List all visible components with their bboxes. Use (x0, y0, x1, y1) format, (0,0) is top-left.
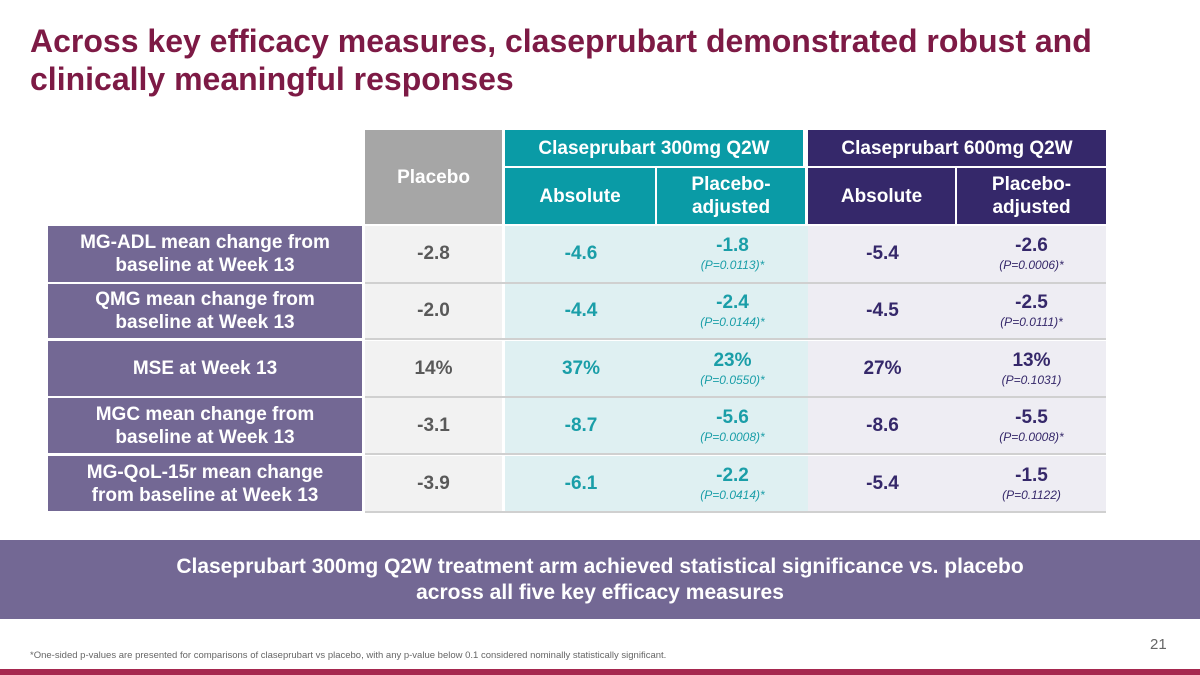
value: -2.6 (1015, 235, 1048, 256)
value: -5.4 (866, 243, 899, 264)
row-header: MGC mean change from baseline at Week 13 (48, 398, 362, 453)
600mg-adjusted: -2.5 (P=0.0111)* (957, 284, 1106, 338)
300mg-absolute: -8.7 (505, 398, 657, 453)
600mg-adjusted: 13% (P=0.1031) (957, 341, 1106, 396)
row-label: MGC mean change from baseline at Week 13 (95, 403, 315, 448)
row-divider (365, 338, 1106, 340)
300mg-absolute: -4.4 (505, 284, 657, 338)
header-label: Placebo-adjusted (991, 174, 1072, 218)
value: -2.8 (417, 243, 450, 264)
600mg-absolute: -8.6 (808, 398, 957, 453)
300mg-absolute: -4.6 (505, 226, 657, 282)
value: 37% (561, 357, 601, 379)
value: -4.4 (564, 300, 598, 321)
value: -2.2 (716, 464, 749, 486)
value: -2.5 (1015, 292, 1048, 313)
bottom-bar (0, 669, 1200, 675)
value: -5.4 (866, 472, 899, 494)
header-label: Placebo (397, 166, 470, 188)
row-divider (365, 511, 1106, 513)
row-label: QMG mean change from baseline at Week 13 (95, 289, 315, 333)
value: -8.7 (564, 414, 598, 436)
value: -1.8 (716, 235, 749, 256)
footnote: *One-sided p-values are presented for co… (30, 650, 667, 661)
600mg-absolute: -5.4 (808, 456, 957, 511)
slide-title: Across key efficacy measures, clasepruba… (30, 23, 1092, 97)
group-header-300mg: Claseprubart 300mg Q2W (505, 130, 803, 166)
600mg-adjusted: -2.6 (P=0.0006)* (957, 226, 1106, 282)
row-divider (365, 396, 1106, 398)
p-value: (P=0.0113)* (700, 258, 765, 272)
placebo-value: -3.9 (365, 456, 502, 511)
600mg-absolute: -5.4 (808, 226, 957, 282)
subheader-600-absolute: Absolute (808, 168, 955, 224)
value: -5.5 (1015, 406, 1048, 428)
placebo-value: 14% (365, 341, 502, 396)
subheader-300-absolute: Absolute (505, 168, 655, 224)
p-value: (P=0.0008)* (999, 429, 1064, 444)
300mg-absolute: 37% (505, 341, 657, 396)
value: -6.1 (564, 472, 598, 494)
header-label: Claseprubart 600mg Q2W (841, 137, 1073, 159)
300mg-adjusted: -5.6 (P=0.0008)* (657, 398, 808, 453)
row-header: MG-ADL mean change from baseline at Week… (48, 226, 362, 282)
header-label: Placebo-adjusted (691, 174, 771, 218)
value: -4.5 (866, 300, 899, 321)
value: 23% (713, 349, 752, 371)
p-value: (P=0.0144)* (700, 315, 765, 329)
p-value: (P=0.0414)* (700, 487, 765, 502)
300mg-adjusted: -2.4 (P=0.0144)* (657, 284, 808, 338)
300mg-adjusted: -2.2 (P=0.0414)* (657, 456, 808, 511)
row-header: MG-QoL-15r mean change from baseline at … (48, 456, 362, 511)
summary-banner: Claseprubart 300mg Q2W treatment arm ach… (0, 540, 1200, 619)
row-divider (365, 282, 1106, 284)
p-value: (P=0.0006)* (999, 258, 1064, 272)
banner-text: Claseprubart 300mg Q2W treatment arm ach… (176, 554, 1024, 604)
value: -2.0 (417, 300, 450, 321)
value: -3.1 (417, 414, 450, 436)
p-value: (P=0.1031) (1001, 372, 1062, 387)
row-header: MSE at Week 13 (48, 341, 362, 396)
300mg-adjusted: 23% (P=0.0550)* (657, 341, 808, 396)
600mg-absolute: 27% (808, 341, 957, 396)
header-label: Absolute (539, 185, 621, 207)
value: -1.5 (1015, 464, 1048, 486)
row-divider (365, 453, 1106, 455)
subheader-600-adjusted: Placebo-adjusted (957, 168, 1106, 224)
600mg-absolute: -4.5 (808, 284, 957, 338)
group-header-600mg: Claseprubart 600mg Q2W (808, 130, 1106, 166)
value: -2.4 (716, 292, 749, 313)
p-value: (P=0.1122) (1002, 487, 1061, 502)
value: -3.9 (417, 472, 450, 494)
600mg-adjusted: -1.5 (P=0.1122) (957, 456, 1106, 511)
p-value: (P=0.0111)* (1000, 315, 1063, 329)
300mg-absolute: -6.1 (505, 456, 657, 511)
value: -4.6 (564, 243, 598, 264)
row-label: MG-QoL-15r mean change from baseline at … (86, 461, 324, 506)
row-label: MG-ADL mean change from baseline at Week… (80, 232, 330, 276)
header-label: Absolute (840, 185, 923, 207)
value: 14% (414, 357, 453, 379)
header-label: Claseprubart 300mg Q2W (538, 137, 770, 159)
subheader-300-adjusted: Placebo-adjusted (657, 168, 805, 224)
row-header: QMG mean change from baseline at Week 13 (48, 284, 362, 338)
placebo-header: Placebo (365, 130, 502, 224)
value: 13% (1012, 349, 1051, 371)
value: -5.6 (716, 406, 749, 428)
placebo-value: -3.1 (365, 398, 502, 453)
p-value: (P=0.0008)* (700, 429, 765, 444)
300mg-adjusted: -1.8 (P=0.0113)* (657, 226, 808, 282)
p-value: (P=0.0550)* (700, 372, 765, 387)
value: 27% (863, 357, 902, 379)
600mg-adjusted: -5.5 (P=0.0008)* (957, 398, 1106, 453)
page-number: 21 (1150, 636, 1167, 653)
value: -8.6 (866, 414, 899, 436)
placebo-value: -2.8 (365, 226, 502, 282)
placebo-value: -2.0 (365, 284, 502, 338)
row-label: MSE at Week 13 (132, 358, 278, 379)
